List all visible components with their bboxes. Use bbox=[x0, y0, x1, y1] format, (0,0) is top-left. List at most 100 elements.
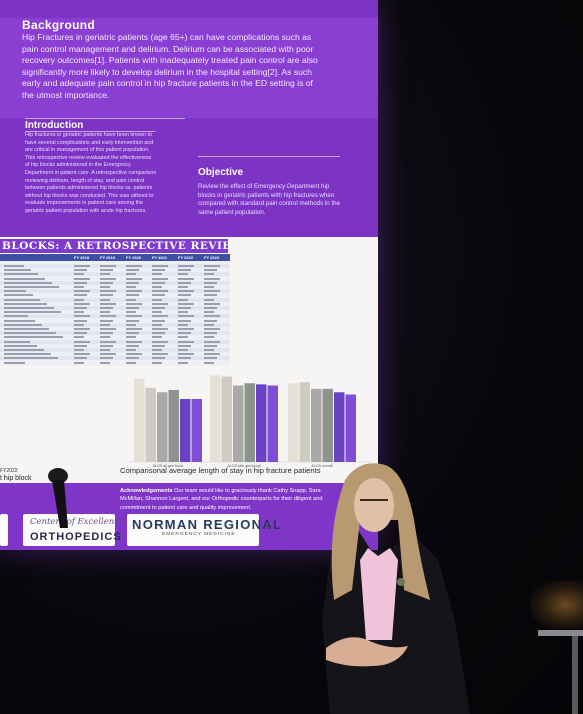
table-cell bbox=[152, 298, 162, 301]
table-cell bbox=[126, 319, 139, 322]
table-cell bbox=[152, 281, 165, 284]
table-cell bbox=[4, 344, 37, 347]
table-cell bbox=[178, 265, 194, 267]
microphone-icon bbox=[48, 468, 68, 528]
divider bbox=[25, 118, 185, 119]
table-cell bbox=[152, 277, 168, 280]
table-cell bbox=[100, 336, 110, 339]
table-cell bbox=[178, 328, 194, 330]
table-cell bbox=[152, 353, 168, 356]
table-cell bbox=[126, 311, 136, 314]
table-cell bbox=[152, 311, 162, 314]
stage-light bbox=[530, 580, 583, 630]
table-cell bbox=[204, 307, 217, 309]
table-cell bbox=[4, 302, 47, 305]
table-cell bbox=[178, 332, 191, 335]
table-row bbox=[0, 331, 230, 336]
podium-edge bbox=[538, 630, 583, 714]
table-header-cell: FY 2021 bbox=[152, 255, 168, 260]
table-cell bbox=[4, 353, 51, 356]
table-cell bbox=[74, 344, 87, 347]
table-cell bbox=[178, 298, 188, 301]
table-cell bbox=[4, 269, 31, 272]
table-cell bbox=[152, 290, 168, 293]
table-cell bbox=[204, 361, 214, 364]
table-cell bbox=[100, 302, 116, 305]
table-cell bbox=[4, 311, 61, 314]
chart-bars bbox=[134, 375, 356, 462]
table-cell bbox=[100, 357, 113, 360]
table-cell bbox=[4, 307, 54, 309]
table-cell bbox=[100, 307, 113, 309]
table-cell bbox=[178, 281, 191, 284]
table-row bbox=[0, 289, 230, 294]
logo-partial bbox=[0, 514, 8, 546]
table-cell bbox=[126, 290, 142, 293]
table-cell bbox=[178, 286, 188, 288]
table-cell bbox=[178, 315, 194, 318]
table-cell bbox=[152, 340, 168, 343]
table-cell bbox=[126, 269, 139, 272]
presenter-blouse bbox=[360, 548, 398, 640]
table-cell bbox=[74, 265, 90, 267]
table-cell bbox=[152, 332, 165, 335]
table-cell bbox=[4, 277, 45, 280]
table-cell bbox=[74, 286, 84, 288]
table-cell bbox=[152, 357, 165, 360]
introduction-heading: Introduction bbox=[25, 120, 84, 131]
table-cell bbox=[100, 273, 110, 276]
chart-x-labels: ALOS all geri block ALOS with geri block A… bbox=[153, 464, 333, 468]
chart-x-label: ALOS overall bbox=[311, 464, 332, 468]
table-cell bbox=[178, 349, 188, 351]
chart-bar bbox=[221, 376, 232, 462]
table-row bbox=[0, 310, 230, 314]
data-table: FY 2018 FY 2019 FY 2020 FY 2021 FY 2022 … bbox=[0, 254, 230, 366]
table-cell bbox=[74, 349, 84, 351]
table-cell bbox=[152, 273, 162, 276]
table-cell bbox=[4, 336, 63, 339]
table-row bbox=[0, 344, 230, 348]
table-cell bbox=[178, 357, 191, 360]
table-row bbox=[0, 314, 230, 319]
projection-screen: Background Hip Fractures in geriatric pa… bbox=[0, 0, 378, 550]
norman-regional-logo-name: NORMAN REGIONAL bbox=[132, 517, 283, 532]
table-cell bbox=[100, 315, 116, 318]
table-cell bbox=[74, 294, 87, 297]
table-cell bbox=[4, 281, 52, 284]
table-cell bbox=[152, 361, 162, 364]
table-cell bbox=[126, 323, 136, 326]
table-cell bbox=[74, 323, 84, 326]
table-header: FY 2018 FY 2019 FY 2020 FY 2021 FY 2022 … bbox=[0, 254, 230, 261]
table-cell bbox=[152, 307, 165, 309]
table-cell bbox=[4, 357, 58, 360]
chart-label-partial: FY2022 bbox=[0, 468, 18, 474]
table-cell bbox=[4, 294, 33, 297]
table-cell bbox=[126, 298, 136, 301]
orthopedics-logo bbox=[23, 514, 115, 546]
table-cell bbox=[126, 344, 139, 347]
table-cell bbox=[204, 290, 220, 293]
table-row bbox=[0, 280, 230, 285]
table-cell bbox=[152, 302, 168, 305]
chart-bar bbox=[210, 375, 221, 462]
table-cell bbox=[204, 332, 217, 335]
table-cell bbox=[74, 298, 84, 301]
table-cell bbox=[74, 328, 90, 330]
table-cell bbox=[178, 353, 194, 356]
table-cell bbox=[74, 302, 90, 305]
table-cell bbox=[74, 353, 90, 356]
table-cell bbox=[204, 353, 220, 356]
objective-text: Review the effect of Emergency Departmen… bbox=[198, 183, 341, 216]
table-cell bbox=[204, 319, 217, 322]
table-cell bbox=[74, 336, 84, 339]
table-cell bbox=[4, 361, 25, 364]
table-cell bbox=[100, 286, 110, 288]
table-cell bbox=[152, 294, 165, 297]
table-cell bbox=[152, 328, 168, 330]
chart-bar bbox=[334, 392, 345, 462]
table-cell bbox=[204, 349, 214, 351]
table-cell bbox=[126, 315, 142, 318]
table-cell bbox=[4, 286, 59, 288]
table-cell bbox=[100, 311, 110, 314]
chart-title: Comparisonal average length of stay in h… bbox=[120, 466, 321, 475]
